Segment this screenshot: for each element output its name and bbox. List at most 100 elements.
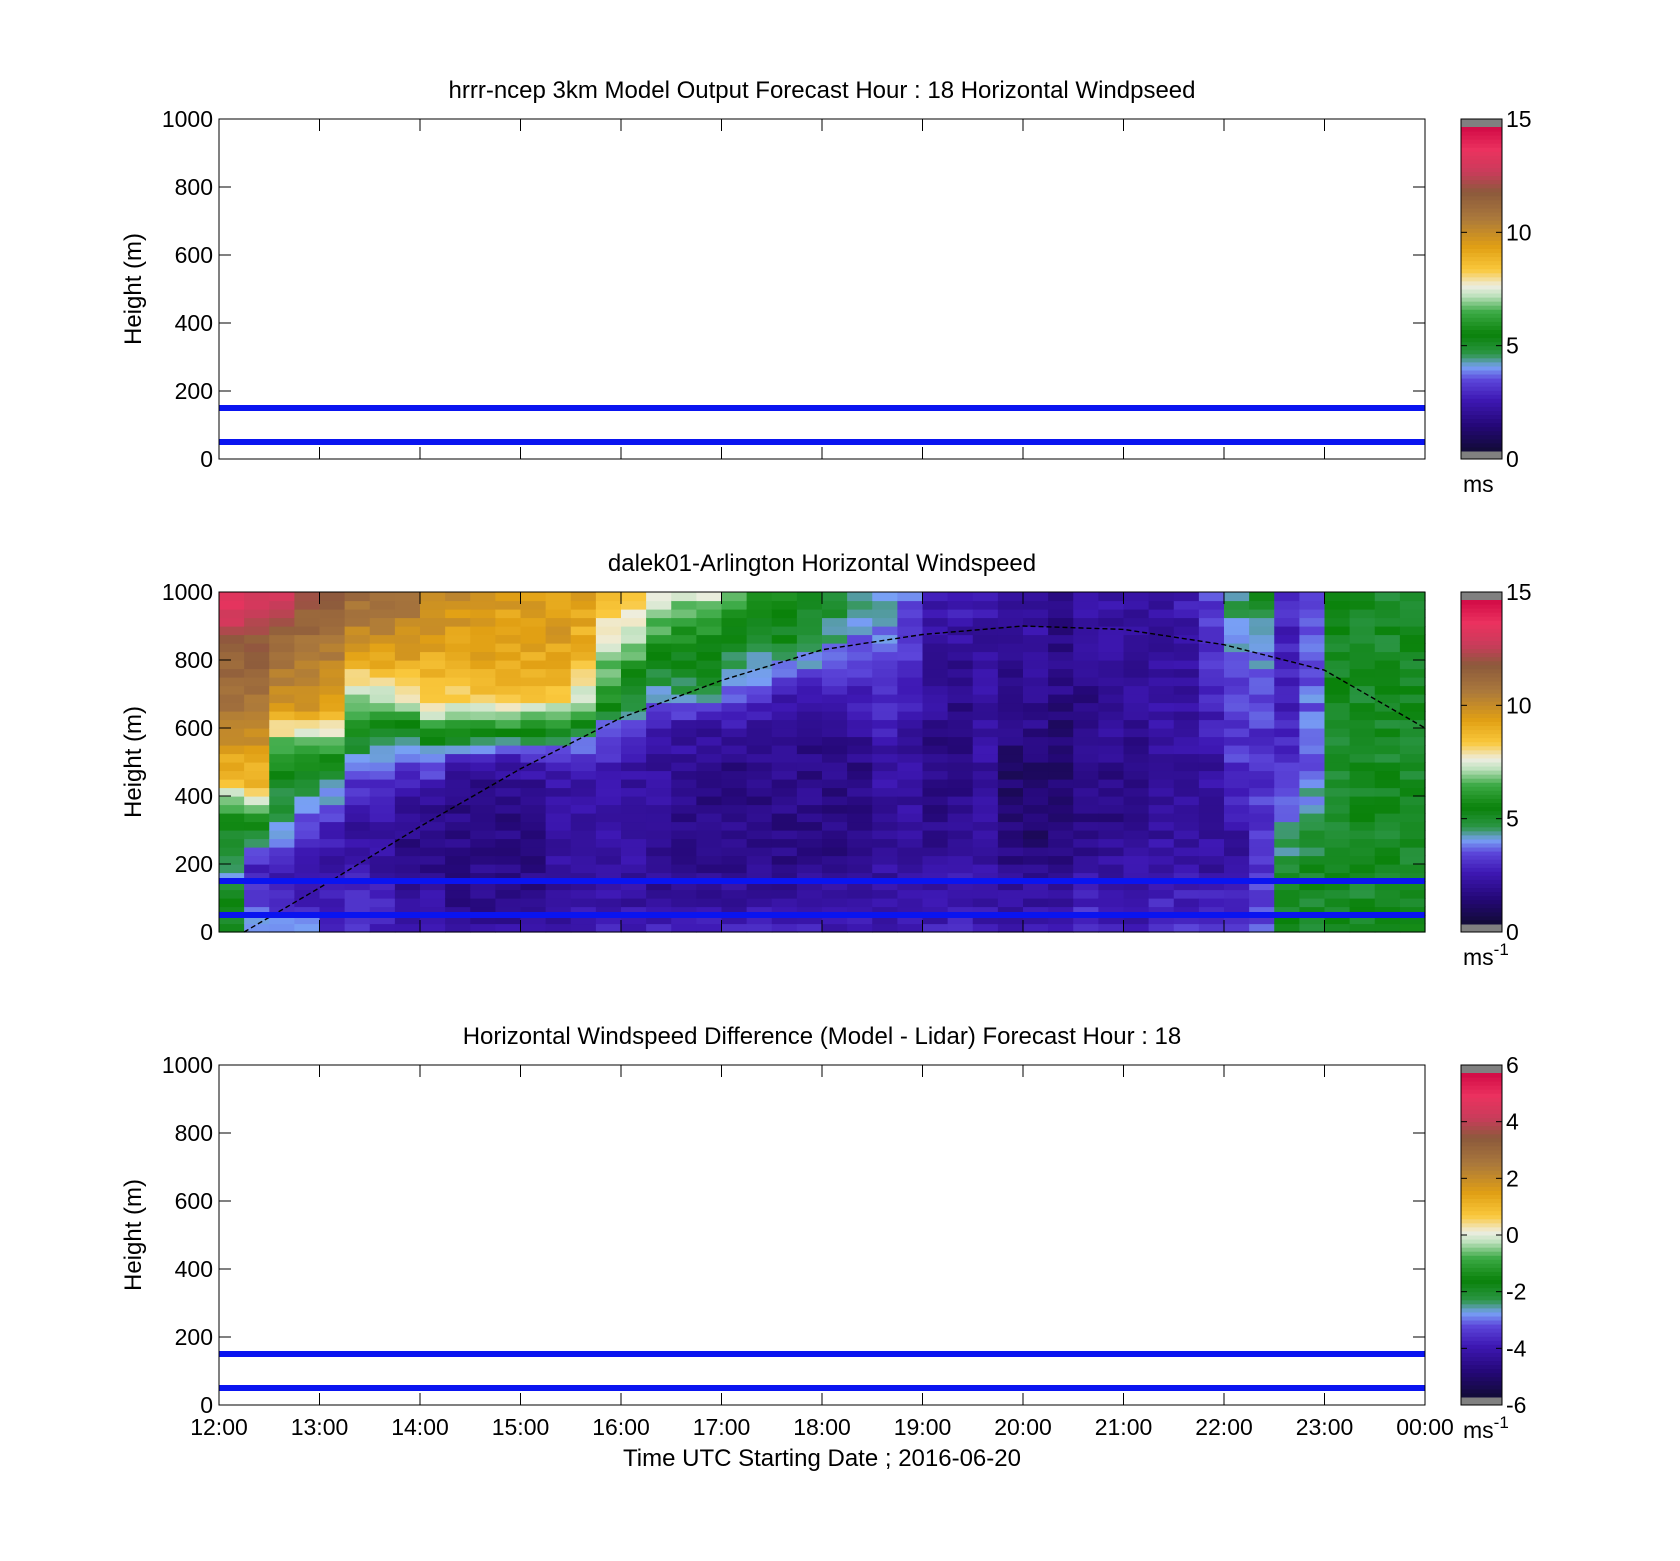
heatmap-cell [922,685,949,695]
colorbar-segment [1461,139,1502,144]
heatmap-cell [822,634,848,644]
heatmap-cell [219,745,245,755]
heatmap-cell [1123,702,1150,712]
heatmap-cell [1023,770,1049,780]
heatmap-cell [922,770,949,780]
heatmap-cell [646,600,672,610]
colorbar-segment [1461,802,1502,808]
heatmap-cell [1349,728,1376,738]
colorbar-segment [1461,1287,1502,1293]
heatmap-cell [947,719,974,729]
heatmap-cell [796,728,823,738]
heatmap-cell [1349,915,1376,925]
heatmap-cell [646,677,672,687]
heatmap-cell [1198,847,1225,857]
heatmap-cell [1098,813,1125,823]
heatmap-cell [545,753,572,763]
heatmap-cell [947,651,974,661]
heatmap-cell [721,906,748,916]
heatmap-cell [219,660,245,670]
heatmap-cell [495,855,522,865]
heatmap-cell [1023,872,1049,882]
heatmap-cell [922,898,949,908]
heatmap-cell [545,796,572,806]
heatmap-cell [1299,660,1326,670]
heatmap-cell [822,711,848,721]
heatmap-cell [1324,881,1351,891]
heatmap-cell [972,881,999,891]
heatmap-cell [1299,923,1326,933]
heatmap-cell [420,855,446,865]
heatmap-cell [872,762,898,772]
heatmap-cell [771,753,798,763]
heatmap-cell [1173,643,1200,653]
heatmap-cell [294,745,321,755]
heatmap-cell [219,762,245,772]
heatmap-cell [922,821,949,831]
heatmap-cell [897,864,924,874]
heatmap-cell [294,592,321,602]
heatmap-cell [947,898,974,908]
heatmap-cell [847,719,873,729]
heatmap-cell [545,762,572,772]
heatmap-cell [1073,609,1099,619]
heatmap-cell [997,864,1024,874]
heatmap-cell [1173,677,1200,687]
heatmap-cell [420,847,446,857]
heatmap-cell [545,643,572,653]
heatmap-cell [822,889,848,899]
heatmap-cell [847,626,873,636]
heatmap-cell [721,617,748,627]
heatmap-cell [294,872,321,882]
heatmap-cell [1349,838,1376,848]
heatmap-cell [520,651,547,661]
heatmap-cell [822,600,848,610]
heatmap-cell [319,872,346,882]
heatmap-cell [520,915,547,925]
heatmap-cell [545,813,572,823]
heatmap-cell [495,694,522,704]
heatmap-cell [671,626,697,636]
colorbar-segment [1461,1384,1502,1390]
colorbar-segment [1461,652,1502,658]
heatmap-cell [1349,626,1376,636]
heatmap-cell [1073,855,1099,865]
heatmap-cell [1324,847,1351,857]
heatmap-cell [696,711,723,721]
heatmap-cell [872,855,898,865]
heatmap-cell [219,787,245,797]
heatmap-cell [1198,609,1225,619]
heatmap-cell [947,668,974,678]
heatmap-cell [721,677,748,687]
heatmap-cell [646,872,672,882]
heatmap-cell [495,728,522,738]
heatmap-cell [696,736,723,746]
colorbar-segment [1461,212,1502,217]
heatmap-cell [570,694,597,704]
heatmap-cell [545,923,572,933]
heatmap-cell [1349,711,1376,721]
heatmap-cell [1274,660,1300,670]
colorbar-segment [1461,414,1502,420]
heatmap-cell [696,855,723,865]
heatmap-cell [244,889,270,899]
colorbar-segment [1461,272,1502,278]
heatmap-cell [972,728,999,738]
heatmap-cell [394,736,421,746]
heatmap-cell [244,685,270,695]
heatmap-cell [369,745,396,755]
heatmap-cell [219,728,245,738]
heatmap-cell [621,745,647,755]
heatmap-cell [294,847,321,857]
heatmap-cell [344,617,371,627]
heatmap-cell [520,617,547,627]
heatmap-cell [696,617,723,627]
heatmap-cell [1349,804,1376,814]
heatmap-cell [771,702,798,712]
heatmap-cell [1148,634,1175,644]
heatmap-cell [319,694,346,704]
colorbar-segment [1461,1093,1502,1098]
heatmap-cell [721,736,748,746]
heatmap-cell [621,813,647,823]
